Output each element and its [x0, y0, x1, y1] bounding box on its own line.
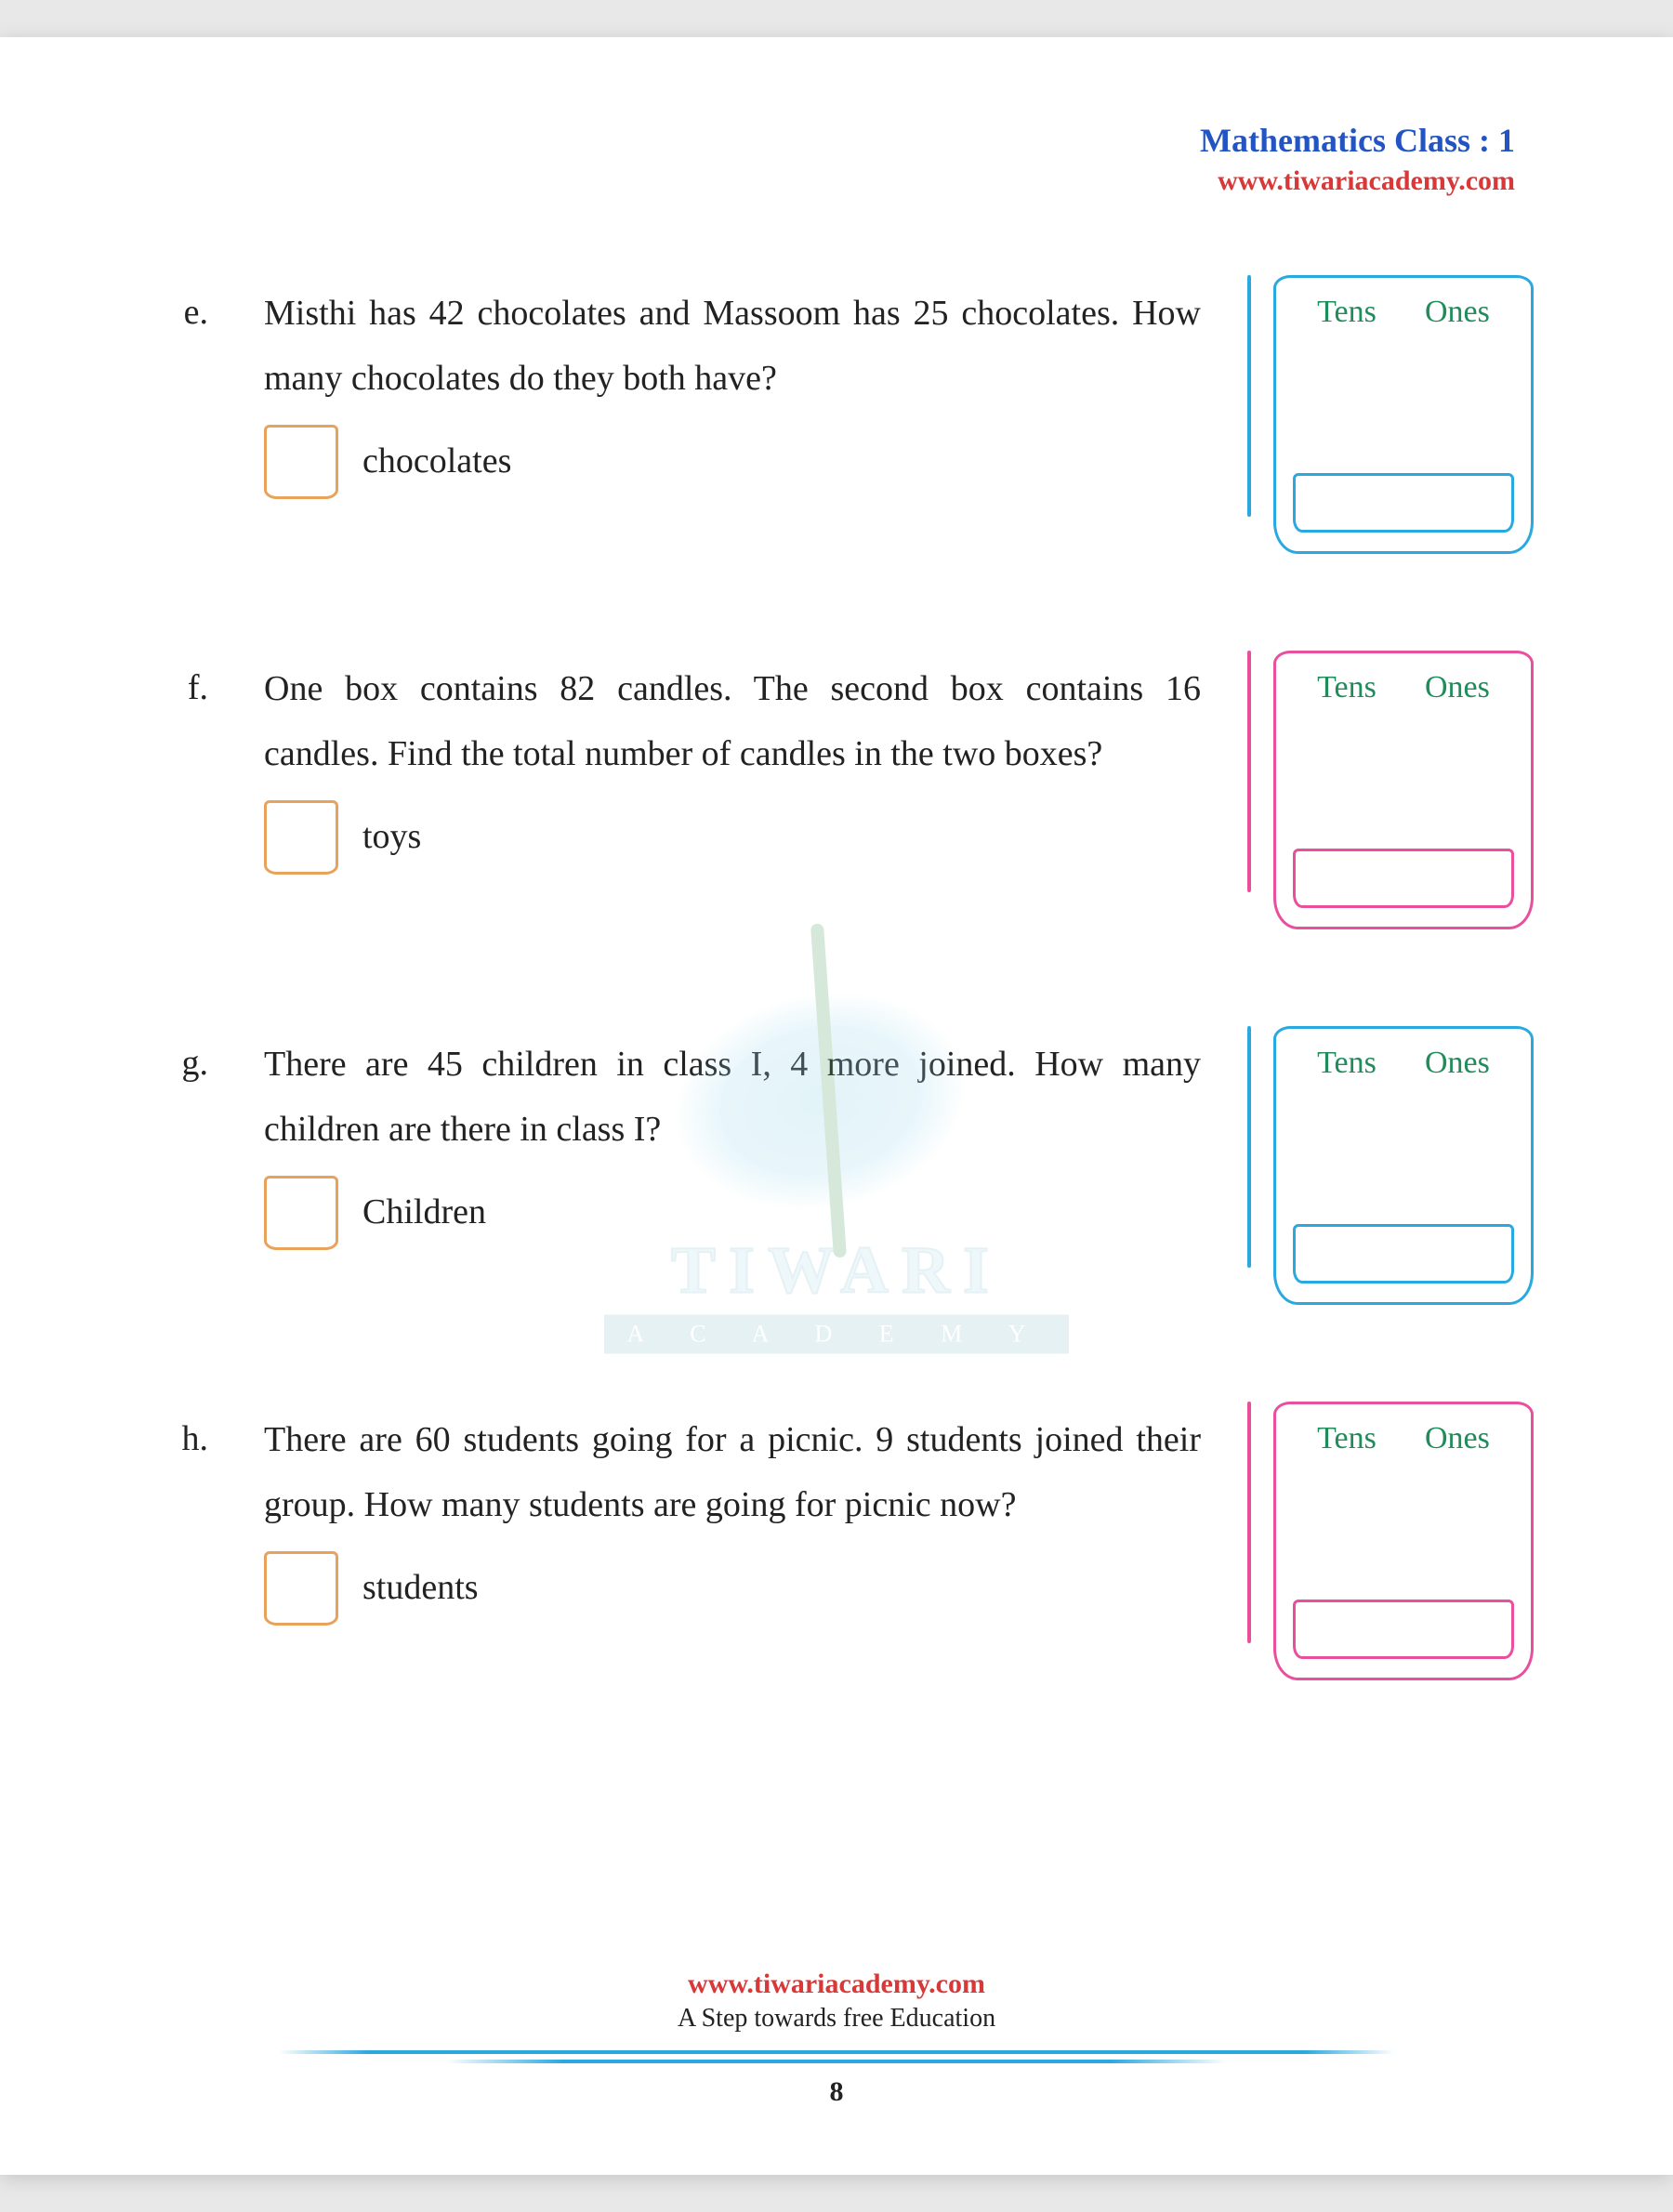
exercise-body: One box contains 82 candles. The second … — [264, 656, 1534, 929]
answer-input-box[interactable] — [264, 425, 338, 499]
question-text: Misthi has 42 chocolates and Massoom has… — [264, 294, 1201, 398]
page-header: Mathematics Class : 1 www.tiwariacademy.… — [167, 121, 1534, 197]
tens-ones-header: Tens Ones — [1293, 670, 1514, 705]
tens-ones-header: Tens Ones — [1293, 295, 1514, 330]
header-title: Mathematics Class : 1 — [167, 121, 1515, 160]
tens-ones-header: Tens Ones — [1293, 1046, 1514, 1081]
header-link[interactable]: www.tiwariacademy.com — [167, 165, 1515, 197]
tens-ones-result-box[interactable] — [1293, 1600, 1514, 1659]
exercise-letter: h. — [167, 1407, 208, 1470]
question-text: There are 45 children in class I, 4 more… — [264, 1045, 1201, 1149]
answer-input-box[interactable] — [264, 1176, 338, 1250]
footer-tagline: A Step towards free Education — [0, 2004, 1673, 2034]
tens-ones-box[interactable]: Tens Ones — [1273, 651, 1534, 929]
answer-unit-label: Children — [362, 1179, 486, 1244]
ones-label: Ones — [1425, 1046, 1490, 1081]
answer-row: students — [264, 1551, 1201, 1626]
tens-ones-box[interactable]: Tens Ones — [1273, 1026, 1534, 1305]
exercise-list: e. Misthi has 42 chocolates and Massoom … — [167, 281, 1534, 1680]
exercise-body: Misthi has 42 chocolates and Massoom has… — [264, 281, 1534, 554]
exercise-e: e. Misthi has 42 chocolates and Massoom … — [167, 281, 1534, 554]
tens-label: Tens — [1317, 295, 1377, 330]
ones-label: Ones — [1425, 670, 1490, 705]
question-text: There are 60 students going for a picnic… — [264, 1420, 1201, 1524]
page-number: 8 — [0, 2076, 1673, 2108]
answer-input-box[interactable] — [264, 1551, 338, 1626]
exercise-body: There are 60 students going for a picnic… — [264, 1407, 1534, 1680]
work-area: Tens Ones — [1247, 275, 1534, 554]
tens-ones-result-box[interactable] — [1293, 849, 1514, 908]
ones-label: Ones — [1425, 295, 1490, 330]
tens-ones-header: Tens Ones — [1293, 1421, 1514, 1456]
exercise-text: One box contains 82 candles. The second … — [264, 656, 1201, 875]
exercise-text: There are 60 students going for a picnic… — [264, 1407, 1201, 1626]
ones-label: Ones — [1425, 1421, 1490, 1456]
exercise-body: There are 45 children in class I, 4 more… — [264, 1032, 1534, 1305]
exercise-letter: f. — [167, 656, 208, 719]
footer-link[interactable]: www.tiwariacademy.com — [0, 1968, 1673, 2000]
footer-divider — [279, 2050, 1394, 2063]
work-area: Tens Ones — [1247, 651, 1534, 929]
tens-label: Tens — [1317, 1046, 1377, 1081]
worksheet-page: TIWARI A C A D E M Y Mathematics Class :… — [0, 37, 1673, 2175]
answer-unit-label: students — [362, 1555, 479, 1620]
exercise-g: g. There are 45 children in class I, 4 m… — [167, 1032, 1534, 1305]
vertical-divider — [1247, 275, 1251, 517]
question-text: One box contains 82 candles. The second … — [264, 669, 1201, 773]
exercise-text: There are 45 children in class I, 4 more… — [264, 1032, 1201, 1250]
vertical-divider — [1247, 1402, 1251, 1643]
exercise-letter: g. — [167, 1032, 208, 1095]
vertical-divider — [1247, 1026, 1251, 1268]
answer-unit-label: chocolates — [362, 428, 511, 494]
tens-ones-result-box[interactable] — [1293, 473, 1514, 533]
tens-label: Tens — [1317, 670, 1377, 705]
divider-line-top — [279, 2050, 1394, 2054]
page-footer: www.tiwariacademy.com A Step towards fre… — [0, 1968, 1673, 2108]
divider-line-bottom — [446, 2060, 1227, 2063]
answer-row: toys — [264, 800, 1201, 875]
work-area: Tens Ones — [1247, 1402, 1534, 1680]
answer-unit-label: toys — [362, 804, 421, 869]
exercise-text: Misthi has 42 chocolates and Massoom has… — [264, 281, 1201, 499]
answer-row: Children — [264, 1176, 1201, 1250]
tens-ones-box[interactable]: Tens Ones — [1273, 1402, 1534, 1680]
work-area: Tens Ones — [1247, 1026, 1534, 1305]
vertical-divider — [1247, 651, 1251, 892]
tens-ones-box[interactable]: Tens Ones — [1273, 275, 1534, 554]
exercise-h: h. There are 60 students going for a pic… — [167, 1407, 1534, 1680]
exercise-letter: e. — [167, 281, 208, 344]
exercise-f: f. One box contains 82 candles. The seco… — [167, 656, 1534, 929]
answer-row: chocolates — [264, 425, 1201, 499]
answer-input-box[interactable] — [264, 800, 338, 875]
tens-label: Tens — [1317, 1421, 1377, 1456]
tens-ones-result-box[interactable] — [1293, 1224, 1514, 1284]
